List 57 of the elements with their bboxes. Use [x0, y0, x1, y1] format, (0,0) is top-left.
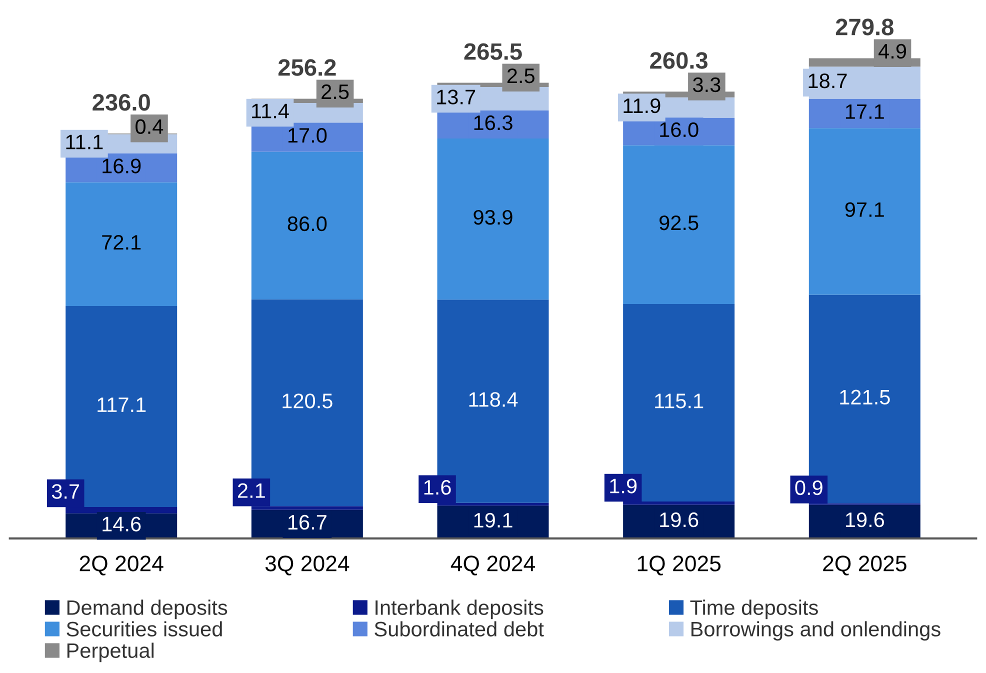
data-label: 4.9 [878, 44, 906, 59]
bar [437, 138, 549, 300]
data-label: 16.0 [660, 122, 698, 138]
data-label: 72.1 [102, 235, 141, 250]
data-label: 121.5 [840, 390, 890, 405]
data-label: 2.5 [507, 68, 534, 84]
legend-label: Borrowings and onlendings [692, 621, 940, 641]
data-label: 2.1 [238, 483, 265, 498]
data-label: 3.3 [693, 77, 720, 92]
data-label: 120.5 [282, 394, 332, 408]
data-label: 1.9 [610, 478, 637, 494]
data-label: 92.5 [660, 215, 698, 230]
data-label: 0.9 [795, 480, 822, 496]
x-tick-label: 2Q 2025 [823, 556, 906, 576]
data-label: 118.4 [469, 392, 518, 407]
data-label: 14.6 [102, 516, 141, 532]
total-label: 256.2 [278, 59, 336, 76]
data-label: 19.1 [474, 512, 512, 528]
legend-label: Securities issued [66, 621, 222, 636]
data-label: 2.5 [322, 84, 349, 100]
data-label: 3.7 [52, 484, 80, 499]
data-label: 11.9 [624, 98, 660, 114]
data-label: 1.6 [424, 480, 451, 495]
x-tick-label: 1Q 2025 [638, 556, 721, 576]
bar [66, 182, 178, 306]
data-label: 11.4 [252, 104, 289, 118]
data-label: 17.1 [846, 104, 884, 119]
data-label: 16.3 [474, 115, 512, 130]
data-label: 16.7 [288, 514, 326, 530]
data-label: 16.9 [102, 158, 141, 174]
bar [808, 128, 920, 295]
data-label: 11.1 [66, 134, 103, 150]
data-label: 19.6 [660, 512, 698, 528]
data-label: 115.1 [655, 394, 704, 408]
data-label: 86.0 [288, 216, 327, 232]
data-label: 117.1 [98, 398, 146, 412]
legend-label: Subordinated debt [374, 621, 544, 636]
total-label: 265.5 [464, 43, 522, 60]
legend-label: Interbank deposits [376, 600, 544, 620]
data-label: 17.0 [288, 128, 327, 143]
legend-label: Demand deposits [67, 600, 228, 620]
total-label: 279.8 [836, 18, 894, 36]
data-label: 19.6 [846, 512, 884, 528]
legend-label: Perpetual [67, 642, 154, 662]
data-label: 97.1 [845, 202, 884, 217]
total-label: 260.3 [650, 52, 708, 69]
bar [251, 152, 363, 300]
data-label: 18.7 [808, 74, 847, 88]
x-tick-label: 3Q 2024 [265, 556, 350, 576]
data-label: 0.4 [136, 119, 164, 134]
x-tick-label: 4Q 2024 [450, 556, 535, 576]
x-tick-label: 2Q 2024 [80, 556, 164, 576]
bar [623, 145, 735, 304]
data-label: 93.9 [474, 210, 512, 225]
data-label: 13.7 [437, 90, 476, 104]
total-label: 236.0 [92, 94, 150, 111]
legend-label: Time deposits [690, 600, 818, 620]
